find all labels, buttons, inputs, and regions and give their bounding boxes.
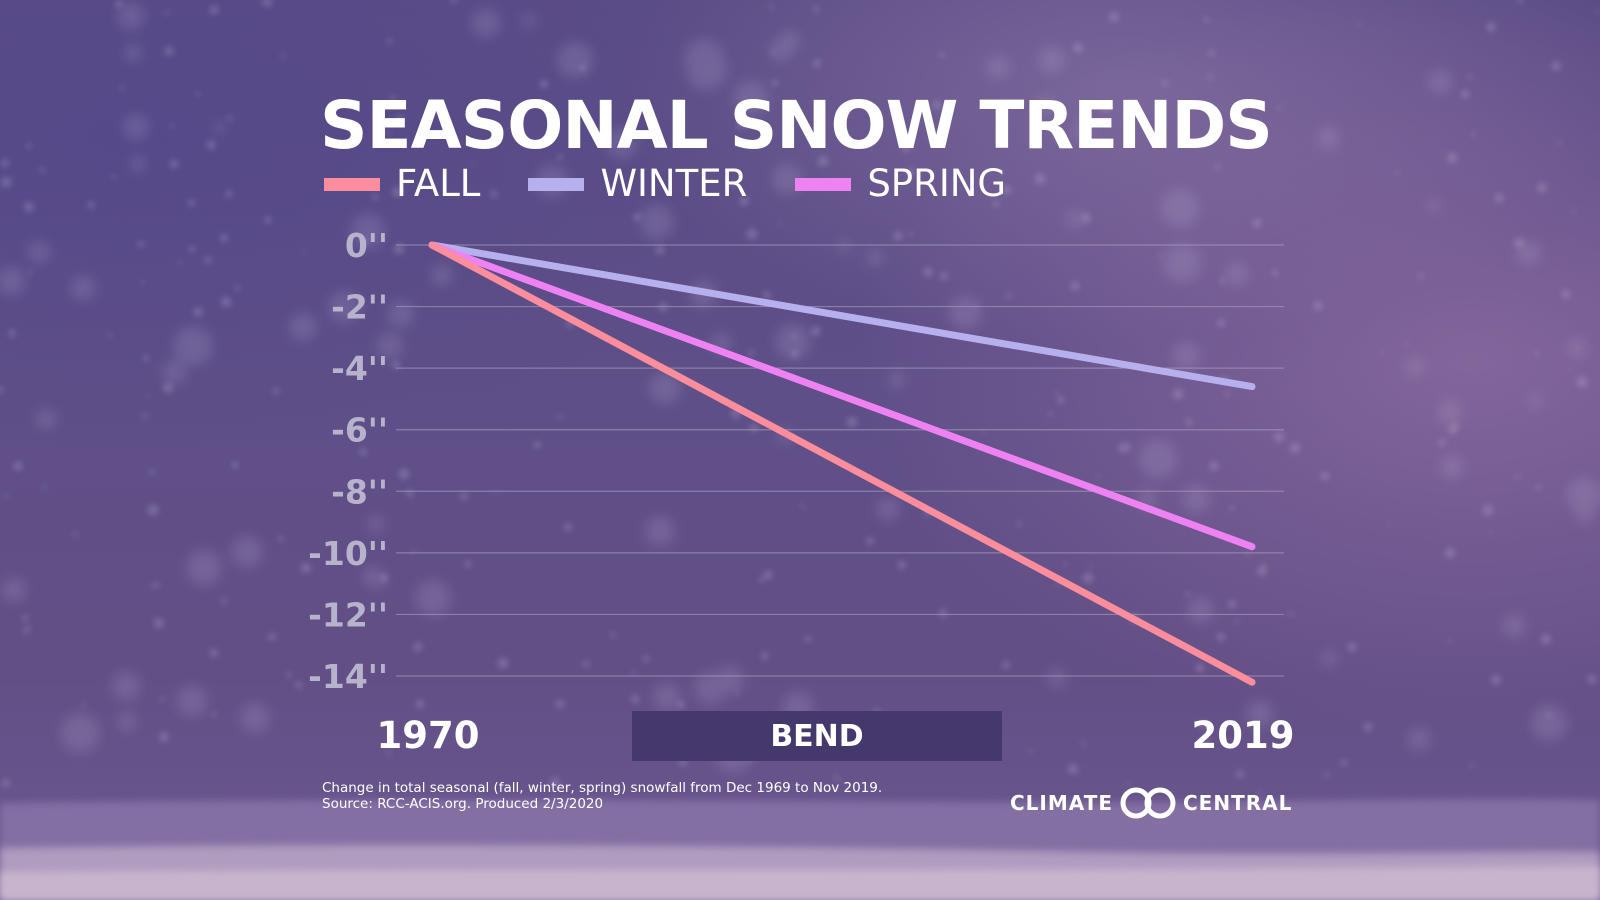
location-label: BEND [770, 718, 864, 754]
chart-title: SEASONAL SNOW TRENDS [320, 87, 1273, 164]
x-tick-label: 2019 [1192, 714, 1295, 757]
x-tick-label: 1970 [377, 714, 480, 757]
series-line-fall [428, 241, 1256, 686]
series-line-winter [428, 241, 1256, 391]
logo-word-left: CLIMATE [1010, 791, 1113, 815]
legend-label-spring: SPRING [867, 162, 1007, 205]
legend-swatch-winter [528, 177, 585, 191]
y-tick-label: -4'' [331, 349, 388, 388]
y-tick-label: -14'' [308, 657, 388, 696]
legend-swatch-spring [795, 177, 852, 191]
y-axis-ticks: 0'' -2'' -4'' -6'' -8'' -10'' -12'' -14'' [308, 226, 388, 696]
climate-central-rings-icon [1120, 787, 1176, 819]
legend: FALL WINTER SPRING [324, 160, 1054, 208]
logo-word-right: CENTRAL [1183, 791, 1293, 815]
location-box: BEND [632, 711, 1002, 761]
footnote: Change in total seasonal (fall, winter, … [322, 780, 882, 812]
legend-swatch-fall [324, 177, 380, 191]
footnote-line-2: Source: RCC-ACIS.org. Produced 2/3/2020 [322, 796, 604, 812]
legend-label-winter: WINTER [600, 162, 748, 205]
y-tick-label: -8'' [331, 472, 388, 511]
footnote-line-1: Change in total seasonal (fall, winter, … [322, 780, 883, 796]
y-tick-label: 0'' [345, 226, 388, 265]
climate-central-logo: CLIMATE CENTRAL [1010, 786, 1292, 820]
y-tick-label: -10'' [308, 534, 388, 573]
y-tick-label: -6'' [331, 411, 388, 450]
series-lines [428, 241, 1256, 686]
legend-item-spring: SPRING [795, 162, 1006, 206]
y-tick-label: -12'' [308, 595, 388, 634]
legend-item-fall: FALL [324, 162, 480, 206]
legend-item-winter: WINTER [528, 162, 747, 206]
y-tick-label: -2'' [331, 288, 388, 327]
x-axis-ticks: 1970 2019 [377, 714, 1295, 757]
legend-label-fall: FALL [396, 162, 481, 205]
series-line-spring [428, 241, 1256, 551]
